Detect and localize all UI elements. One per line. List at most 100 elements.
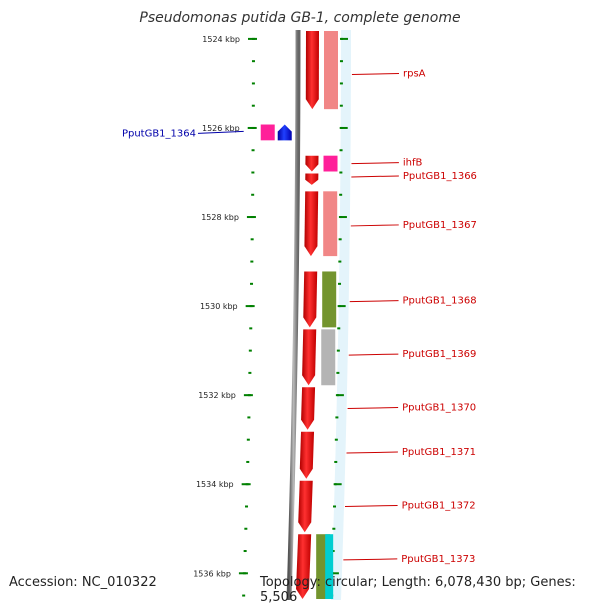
minor-tick-left <box>251 60 255 63</box>
minor-tick-right <box>336 349 340 352</box>
minor-tick-left <box>247 416 251 419</box>
label-leader <box>346 451 398 454</box>
gene-layer <box>260 31 338 599</box>
tick-label: 1532 kbp <box>198 391 236 400</box>
tick-label: 1526 kbp <box>202 124 240 133</box>
minor-tick-right <box>339 171 343 174</box>
major-tick-right <box>336 394 344 397</box>
minor-tick-left <box>250 282 254 285</box>
minor-tick-left <box>246 460 250 463</box>
minor-tick-left <box>251 149 255 152</box>
major-tick-left <box>246 216 256 219</box>
tick-layer: 1524 kbp 1526 kbp 1528 kbp 1530 kbp 1532 kbp… <box>193 35 348 597</box>
minor-tick-right <box>338 260 342 263</box>
gene-rpsA <box>305 31 319 110</box>
minor-tick-left <box>244 527 248 530</box>
tick-label: 1524 kbp <box>202 35 240 44</box>
gene-label-PputGB1_1366: PputGB1_1366 <box>403 171 477 182</box>
minor-tick-right <box>337 327 341 330</box>
major-tick-right <box>340 126 348 129</box>
minor-tick-right <box>338 238 342 241</box>
major-tick-right <box>331 572 339 575</box>
gene-PputGB1_1371 <box>299 431 315 479</box>
cog-PputGB1_1368 <box>322 271 337 328</box>
major-tick-right <box>334 483 342 486</box>
minor-tick-left <box>251 82 255 85</box>
minor-tick-left <box>251 104 255 107</box>
minor-tick-left <box>251 171 255 174</box>
gene-PputGB1_1373 <box>296 534 312 599</box>
minor-tick-right <box>339 104 343 107</box>
cog-extra-PputGB1_1373 <box>325 534 334 599</box>
gene-PputGB1_1369 <box>302 329 317 386</box>
label-leader <box>351 162 399 165</box>
major-tick-left <box>238 572 248 575</box>
label-leader <box>350 224 399 227</box>
gene-label-PputGB1_1371: PputGB1_1371 <box>402 447 476 458</box>
major-tick-right <box>339 216 347 219</box>
minor-tick-right <box>338 282 342 285</box>
accession-text: Accession: NC_010322 <box>9 575 157 590</box>
major-tick-right <box>340 37 348 40</box>
minor-tick-left <box>251 193 255 196</box>
minor-tick-right <box>336 371 340 374</box>
minor-tick-right <box>339 149 343 152</box>
gene-label-rpsA: rpsA <box>403 69 426 80</box>
gene-label-ihfB: ihfB <box>403 158 423 169</box>
gene-PputGB1_1368 <box>303 271 318 328</box>
tick-label: 1536 kbp <box>193 569 231 578</box>
minor-tick-right <box>339 82 343 85</box>
label-leader <box>351 175 399 178</box>
genome-backbone <box>286 29 301 600</box>
minor-tick-left <box>249 327 253 330</box>
gene-PputGB1_1366 <box>305 173 319 185</box>
minor-tick-left <box>248 371 252 374</box>
label-layer: rpsA PputGB1_1364 ihfB PputGB1_1366 PputGB1_… <box>122 69 477 565</box>
minor-tick-left <box>250 238 254 241</box>
label-leader <box>348 353 399 356</box>
major-tick-left <box>247 37 257 40</box>
tick-label: 1530 kbp <box>200 302 238 311</box>
minor-tick-left <box>246 438 250 441</box>
gene-label-PputGB1_1372: PputGB1_1372 <box>402 500 476 511</box>
minor-tick-right <box>334 438 338 441</box>
cog-PputGB1_1369 <box>321 329 336 386</box>
minor-tick-left <box>250 260 254 263</box>
major-tick-left <box>241 483 251 486</box>
gene-label-PputGB1_1373: PputGB1_1373 <box>401 554 475 565</box>
major-tick-left <box>245 305 255 308</box>
gene-PputGB1_1367 <box>304 191 319 257</box>
major-tick-left <box>243 394 253 397</box>
label-leader <box>197 130 244 134</box>
label-leader <box>349 300 399 303</box>
cog-PputGB1_1367 <box>323 191 338 257</box>
gene-PputGB1_1364 <box>277 124 292 141</box>
gene-label-PputGB1_1368: PputGB1_1368 <box>403 296 477 307</box>
cog-rpsA <box>323 31 338 110</box>
backbone-layer <box>286 29 351 600</box>
minor-tick-left <box>245 505 249 508</box>
gene-label-PputGB1_1369: PputGB1_1369 <box>402 349 476 360</box>
label-leader <box>345 504 398 507</box>
minor-tick-right <box>339 60 343 63</box>
cog-PputGB1_1364 <box>260 124 275 141</box>
gene-PputGB1_1370 <box>301 387 316 430</box>
topology-text: Topology: circular; Length: 6,078,430 bp… <box>260 575 576 605</box>
label-leader <box>343 558 398 561</box>
minor-tick-right <box>339 193 343 196</box>
cog-ihfB <box>323 155 338 172</box>
minor-tick-right <box>334 460 338 463</box>
minor-tick-right <box>333 505 337 508</box>
gene-PputGB1_1372 <box>298 480 313 533</box>
gene-label-PputGB1_1364: PputGB1_1364 <box>122 128 196 139</box>
major-tick-left <box>247 126 257 129</box>
gene-label-PputGB1_1370: PputGB1_1370 <box>402 403 476 414</box>
minor-tick-left <box>243 550 247 553</box>
minor-tick-right <box>332 527 336 530</box>
tick-label: 1528 kbp <box>201 213 239 222</box>
minor-tick-left <box>242 594 246 597</box>
map-title: Pseudomonas putida GB-1, complete genome <box>139 10 461 26</box>
label-leader <box>347 407 399 410</box>
gene-ihfB <box>305 155 319 172</box>
tick-label: 1534 kbp <box>196 480 234 489</box>
